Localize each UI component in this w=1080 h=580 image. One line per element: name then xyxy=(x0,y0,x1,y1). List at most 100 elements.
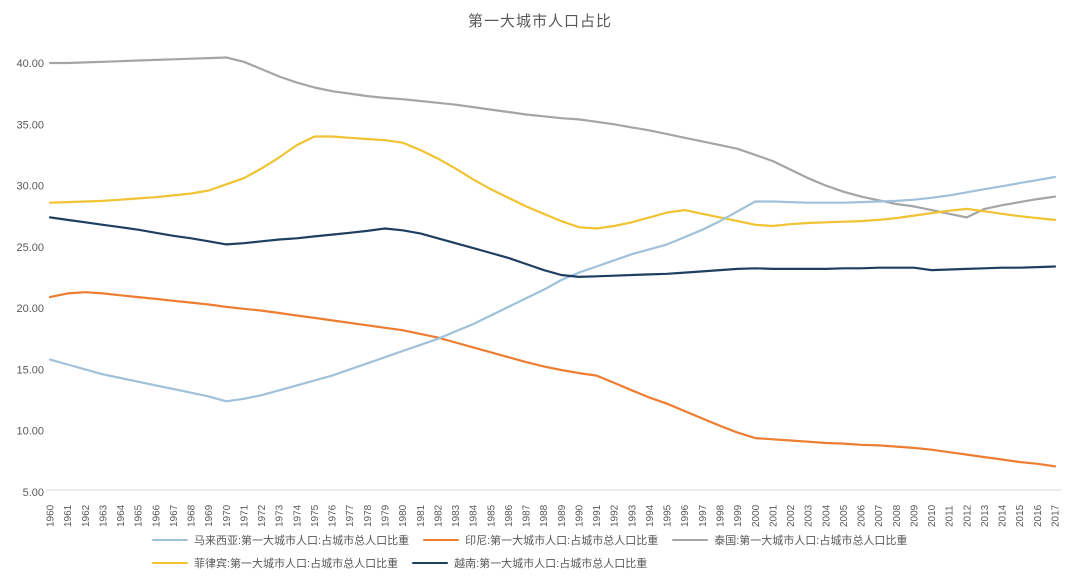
x-axis-tick-label: 2011 xyxy=(945,505,956,527)
svg-text:1978: 1978 xyxy=(363,504,374,527)
x-axis-tick-label: 1997 xyxy=(698,504,709,527)
legend-swatch-thailand xyxy=(672,538,709,542)
x-axis-tick-label: 1999 xyxy=(733,504,744,527)
svg-text:2009: 2009 xyxy=(909,504,920,527)
x-axis-tick-label: 1969 xyxy=(204,504,215,527)
y-axis-tick-label: 10.00 xyxy=(16,426,44,438)
x-axis-tick-label: 1995 xyxy=(663,504,674,527)
x-axis-tick-label: 1964 xyxy=(116,504,127,527)
x-axis-tick-label: 1993 xyxy=(627,504,638,527)
x-axis-tick-label: 2009 xyxy=(909,504,920,527)
x-axis-tick-label: 1970 xyxy=(222,504,233,527)
svg-text:1977: 1977 xyxy=(345,504,356,527)
svg-text:1982: 1982 xyxy=(433,504,444,527)
x-axis-tick-label: 1973 xyxy=(275,504,286,527)
series-line-philippines xyxy=(48,135,1057,230)
x-axis-tick-label: 2016 xyxy=(1033,504,1044,527)
svg-text:1962: 1962 xyxy=(81,504,92,527)
svg-text:1979: 1979 xyxy=(381,504,392,527)
svg-text:1984: 1984 xyxy=(469,504,480,527)
x-axis-tick-label: 1979 xyxy=(381,504,392,527)
svg-text:1993: 1993 xyxy=(627,504,638,527)
x-axis-tick-label: 1981 xyxy=(416,504,427,527)
x-axis-tick-label: 2013 xyxy=(980,504,991,527)
svg-text:2015: 2015 xyxy=(1015,504,1026,527)
series-line-indonesia xyxy=(48,291,1057,468)
svg-text:1966: 1966 xyxy=(151,504,162,527)
svg-text:1990: 1990 xyxy=(574,504,585,527)
legend-item-philippines: 菲律宾:第一大城市人口:占城市总人口比重 xyxy=(152,555,398,571)
x-axis-tick-label: 2017 xyxy=(1051,504,1062,527)
svg-text:1985: 1985 xyxy=(486,504,497,527)
x-axis-tick-label: 2014 xyxy=(998,504,1009,527)
svg-text:1989: 1989 xyxy=(557,504,568,527)
svg-text:2007: 2007 xyxy=(874,504,885,527)
svg-text:1980: 1980 xyxy=(398,504,409,527)
y-axis-tick-label: 5.00 xyxy=(23,487,44,499)
legend-swatch-philippines xyxy=(152,561,188,565)
x-axis-tick-label: 1963 xyxy=(98,504,109,527)
x-axis-tick-label: 1962 xyxy=(81,504,92,527)
x-axis-tick-label: 1998 xyxy=(716,504,727,527)
y-axis-tick-label: 30.00 xyxy=(16,181,44,193)
legend-label-thailand: 泰国:第一大城市人口:占城市总人口比重 xyxy=(714,535,908,547)
x-axis-tick-label: 1982 xyxy=(433,504,444,527)
svg-text:1995: 1995 xyxy=(663,504,674,527)
legend-item-malaysia: 马来西亚:第一大城市人口:占城市总人口比重 xyxy=(152,532,409,548)
svg-text:1974: 1974 xyxy=(292,504,303,527)
x-axis-tick-label: 2000 xyxy=(751,504,762,527)
legend-label-indonesia: 印尼:第一大城市人口:占城市总人口比重 xyxy=(465,535,659,547)
svg-text:2017: 2017 xyxy=(1051,504,1062,527)
legend-item-thailand: 泰国:第一大城市人口:占城市总人口比重 xyxy=(672,532,907,548)
x-axis-tick-label: 2002 xyxy=(786,504,797,527)
x-axis-tick-label: 1978 xyxy=(363,504,374,527)
x-axis-tick-label: 2004 xyxy=(821,504,832,527)
x-axis-tick-label: 1989 xyxy=(557,504,568,527)
svg-text:1969: 1969 xyxy=(204,504,215,527)
svg-text:2001: 2001 xyxy=(768,504,779,527)
x-axis-tick-label: 1966 xyxy=(151,504,162,527)
svg-text:1997: 1997 xyxy=(698,504,709,527)
x-axis-tick-label: 1972 xyxy=(257,504,268,527)
x-axis-tick-label: 1987 xyxy=(522,504,533,527)
series-line-malaysia xyxy=(48,175,1057,403)
legend-row-2: 菲律宾:第一大城市人口:占城市总人口比重 越南:第一大城市人口:占城市总人口比重 xyxy=(152,555,1052,571)
x-axis-tick-label: 1996 xyxy=(680,504,691,527)
legend-swatch-indonesia xyxy=(423,538,460,542)
chart-legend: 马来西亚:第一大城市人口:占城市总人口比重 印尼:第一大城市人口:占城市总人口比重… xyxy=(152,532,1052,571)
x-axis-tick-label: 1992 xyxy=(610,504,621,527)
x-axis-tick-label: 2006 xyxy=(857,504,868,527)
legend-label-philippines: 菲律宾:第一大城市人口:占城市总人口比重 xyxy=(194,558,399,570)
legend-row-1: 马来西亚:第一大城市人口:占城市总人口比重 印尼:第一大城市人口:占城市总人口比重… xyxy=(152,532,1052,548)
svg-text:1972: 1972 xyxy=(257,504,268,527)
svg-text:1973: 1973 xyxy=(275,504,286,527)
x-axis-tick-label: 1986 xyxy=(504,504,515,527)
svg-text:1987: 1987 xyxy=(522,504,533,527)
x-axis-tick-label: 1975 xyxy=(310,504,321,527)
x-axis-tick-label: 1984 xyxy=(469,504,480,527)
x-axis-tick-label: 1980 xyxy=(398,504,409,527)
svg-text:2004: 2004 xyxy=(821,504,832,527)
y-axis-tick-label: 35.00 xyxy=(16,119,44,131)
svg-text:1996: 1996 xyxy=(680,504,691,527)
svg-text:1965: 1965 xyxy=(134,504,145,527)
svg-text:1998: 1998 xyxy=(716,504,727,527)
line-chart-plot: 40.0035.0030.0025.0020.0015.0010.005.001… xyxy=(16,56,1062,527)
svg-text:1961: 1961 xyxy=(63,504,74,527)
svg-text:1983: 1983 xyxy=(451,504,462,527)
x-axis-tick-label: 1961 xyxy=(63,504,74,527)
svg-text:1999: 1999 xyxy=(733,504,744,527)
series-line-vietnam xyxy=(48,216,1057,278)
x-axis-tick-label: 2015 xyxy=(1015,504,1026,527)
x-axis-tick-label: 2001 xyxy=(768,504,779,527)
x-axis-tick-label: 1977 xyxy=(345,504,356,527)
legend-label-vietnam: 越南:第一大城市人口:占城市总人口比重 xyxy=(454,558,648,570)
x-axis-tick-label: 1967 xyxy=(169,504,180,527)
svg-text:1994: 1994 xyxy=(645,504,656,527)
svg-text:2003: 2003 xyxy=(804,504,815,527)
series-line-thailand xyxy=(48,56,1057,219)
x-axis-tick-label: 1976 xyxy=(328,504,339,527)
x-axis-tick-label: 1983 xyxy=(451,504,462,527)
svg-text:2014: 2014 xyxy=(998,504,1009,527)
x-axis-tick-label: 1971 xyxy=(239,504,250,527)
